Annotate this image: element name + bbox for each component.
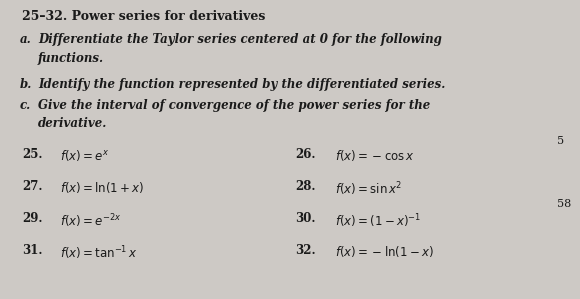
Text: 5: 5 [557, 136, 564, 146]
Text: $f(x) = e^x$: $f(x) = e^x$ [60, 148, 110, 163]
Text: Differentiate the Taylor series centered at 0 for the following: Differentiate the Taylor series centered… [38, 33, 442, 46]
Text: Give the interval of convergence of the power series for the: Give the interval of convergence of the … [38, 99, 430, 112]
Text: Identify the function represented by the differentiated series.: Identify the function represented by the… [38, 78, 445, 91]
Text: 27.: 27. [22, 180, 42, 193]
Text: 25–32. Power series for derivatives: 25–32. Power series for derivatives [22, 10, 266, 23]
Text: 30.: 30. [295, 212, 316, 225]
Text: $f(x) = -\ln(1 - x)$: $f(x) = -\ln(1 - x)$ [335, 244, 434, 259]
Text: $f(x) = e^{-2x}$: $f(x) = e^{-2x}$ [60, 212, 122, 230]
Text: derivative.: derivative. [38, 117, 107, 130]
Text: $f(x) = \sin x^2$: $f(x) = \sin x^2$ [335, 180, 403, 198]
Text: c.: c. [20, 99, 31, 112]
Text: 31.: 31. [22, 244, 42, 257]
Text: 25.: 25. [22, 148, 42, 161]
Text: $f(x) = \tan^{-1}x$: $f(x) = \tan^{-1}x$ [60, 244, 137, 262]
Text: a.: a. [20, 33, 32, 46]
Text: 32.: 32. [295, 244, 316, 257]
Text: b.: b. [20, 78, 32, 91]
Text: 28.: 28. [295, 180, 316, 193]
Text: $f(x) = \ln(1 + x)$: $f(x) = \ln(1 + x)$ [60, 180, 144, 195]
Text: functions.: functions. [38, 52, 104, 65]
Text: $f(x) = (1 - x)^{-1}$: $f(x) = (1 - x)^{-1}$ [335, 212, 421, 230]
Text: $f(x) = -\cos x$: $f(x) = -\cos x$ [335, 148, 415, 163]
Text: 26.: 26. [295, 148, 316, 161]
Text: 58: 58 [557, 199, 571, 209]
Text: 29.: 29. [22, 212, 42, 225]
